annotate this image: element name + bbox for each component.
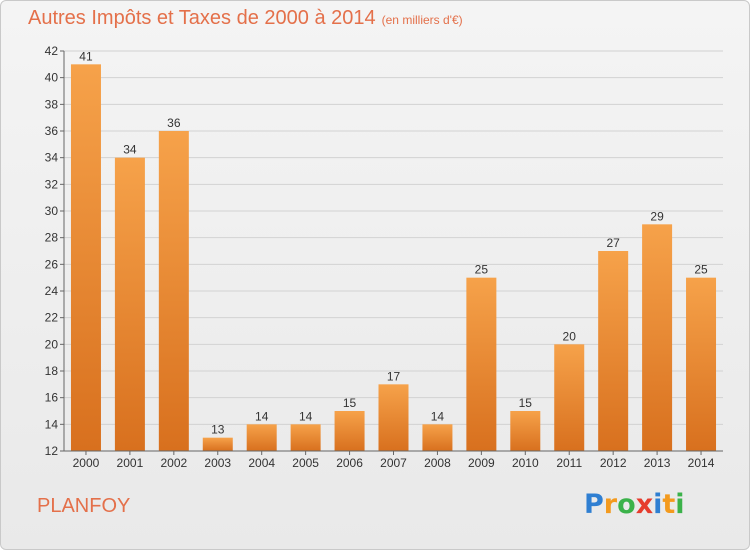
data-label: 27 (606, 236, 620, 250)
y-tick-label: 16 (45, 391, 59, 405)
x-axis: 2000 2001 2002 2003 2004 2005 2006 2007 2008 2009… (64, 450, 723, 470)
value-labels: 41 34 36 13 14 14 15 17 14 25 15 20 27 29 25 (79, 49, 708, 436)
x-tick-label: 2010 (512, 456, 539, 470)
y-tick-label: 28 (45, 231, 59, 245)
y-tick-label: 26 (45, 257, 59, 271)
bar (598, 251, 629, 451)
bar (466, 277, 497, 451)
y-tick-label: 36 (45, 124, 59, 138)
bars (70, 64, 717, 452)
x-tick-label: 2008 (424, 456, 451, 470)
x-tick-label: 2007 (380, 456, 407, 470)
x-tick-label: 2011 (556, 456, 582, 470)
y-tick-label: 38 (45, 97, 59, 111)
bar (686, 277, 717, 451)
x-tick-label: 2006 (336, 456, 363, 470)
bar (334, 411, 365, 451)
y-tick-label: 40 (45, 71, 59, 85)
data-label: 15 (343, 396, 357, 410)
title-text: Autres Impôts et Taxes de 2000 à 2014 (28, 7, 376, 29)
data-label: 14 (431, 409, 445, 423)
x-tick-label: 2004 (248, 456, 275, 470)
data-label: 36 (167, 116, 181, 130)
y-tick-label: 34 (45, 151, 59, 165)
bar (158, 131, 189, 451)
x-tick-label: 2009 (468, 456, 495, 470)
y-tick-label: 20 (45, 337, 59, 351)
y-tick-label: 30 (45, 204, 59, 218)
data-label: 29 (650, 209, 664, 223)
y-tick-label: 14 (45, 417, 59, 431)
y-tick-label: 18 (45, 364, 59, 378)
bar (114, 157, 145, 451)
y-tick-label: 42 (45, 44, 59, 58)
x-tick-label: 2012 (600, 456, 627, 470)
bar (70, 64, 101, 452)
data-label: 25 (475, 263, 489, 277)
chart-title: Autres Impôts et Taxes de 2000 à 2014 (en… (28, 7, 463, 30)
y-axis: 12 14 16 18 20 22 24 26 28 30 32 34 36 38 40 42 (45, 44, 65, 458)
bar (202, 437, 233, 451)
bar (378, 384, 409, 451)
commune-name: PLANFOY (37, 495, 131, 517)
y-tick-label: 12 (45, 444, 59, 458)
x-tick-label: 2001 (117, 456, 144, 470)
y-tick-label: 32 (45, 177, 59, 191)
bar (510, 411, 541, 451)
data-label: 13 (211, 423, 225, 437)
bar (422, 424, 453, 451)
data-label: 41 (79, 49, 93, 63)
data-label: 34 (123, 143, 137, 157)
data-label: 15 (519, 396, 533, 410)
bar (290, 424, 321, 451)
x-tick-label: 2000 (73, 456, 100, 470)
data-label: 14 (299, 409, 313, 423)
y-tick-label: 22 (45, 311, 59, 325)
bar (554, 344, 585, 451)
x-tick-label: 2005 (292, 456, 319, 470)
bar (642, 224, 673, 451)
data-label: 25 (694, 263, 708, 277)
data-label: 17 (387, 369, 401, 383)
title-unit: (en milliers d'€) (381, 13, 463, 27)
proxiti-logo[interactable]: Proxiti (584, 489, 685, 520)
data-label: 20 (563, 329, 577, 343)
x-tick-label: 2013 (644, 456, 671, 470)
x-tick-label: 2002 (160, 456, 187, 470)
x-tick-label: 2003 (204, 456, 231, 470)
bar (246, 424, 277, 451)
data-label: 14 (255, 409, 269, 423)
y-tick-label: 24 (45, 284, 59, 298)
x-tick-label: 2014 (688, 456, 715, 470)
